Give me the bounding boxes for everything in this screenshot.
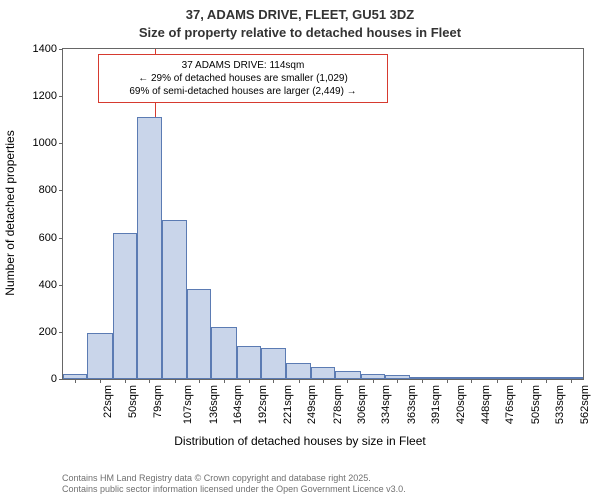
x-tick-mark: [273, 379, 274, 383]
x-tick-mark: [546, 379, 547, 383]
annotation-line-3: 69% of semi-detached houses are larger (…: [107, 85, 379, 98]
x-tick-mark: [175, 379, 176, 383]
y-tick-label: 1000: [33, 137, 63, 149]
histogram-bar: [137, 117, 162, 379]
x-tick-label: 136sqm: [208, 385, 220, 424]
footer-line-2: Contains public sector information licen…: [62, 484, 406, 496]
title-line-2: Size of property relative to detached ho…: [0, 24, 600, 42]
histogram-bar: [484, 377, 508, 379]
plot-area: 37 ADAMS DRIVE: 114sqm ← 29% of detached…: [62, 48, 584, 380]
y-tick-label: 800: [39, 184, 63, 196]
annotation-line-1: 37 ADAMS DRIVE: 114sqm: [107, 59, 379, 72]
y-tick-label: 1400: [33, 43, 63, 55]
x-tick-mark: [323, 379, 324, 383]
histogram-bar: [162, 220, 186, 379]
x-tick-mark: [100, 379, 101, 383]
histogram-bar: [459, 377, 484, 379]
x-tick-mark: [299, 379, 300, 383]
annotation-box: 37 ADAMS DRIVE: 114sqm ← 29% of detached…: [98, 54, 388, 103]
x-tick-label: 278sqm: [332, 385, 344, 424]
histogram-bar: [534, 377, 558, 379]
x-tick-label: 50sqm: [127, 385, 139, 418]
histogram-bar: [237, 346, 261, 379]
title-line-1: 37, ADAMS DRIVE, FLEET, GU51 3DZ: [0, 6, 600, 24]
y-tick-label: 1200: [33, 90, 63, 102]
x-tick-mark: [521, 379, 522, 383]
x-tick-label: 363sqm: [406, 385, 418, 424]
x-tick-label: 476sqm: [504, 385, 516, 424]
histogram-bar: [87, 333, 112, 379]
histogram-bar: [113, 233, 137, 379]
x-tick-label: 192sqm: [257, 385, 269, 424]
histogram-bar: [410, 377, 434, 379]
histogram-bar: [311, 367, 335, 379]
histogram-bar: [187, 289, 211, 379]
histogram-bar: [435, 377, 459, 379]
x-tick-mark: [497, 379, 498, 383]
x-tick-mark: [149, 379, 150, 383]
x-tick-mark: [373, 379, 374, 383]
x-tick-mark: [397, 379, 398, 383]
x-tick-mark: [199, 379, 200, 383]
x-tick-mark: [125, 379, 126, 383]
y-tick-label: 200: [39, 326, 63, 338]
x-tick-label: 533sqm: [554, 385, 566, 424]
histogram-bar: [261, 348, 286, 379]
histogram-bar: [63, 374, 87, 379]
y-tick-label: 600: [39, 232, 63, 244]
x-tick-mark: [571, 379, 572, 383]
x-tick-mark: [422, 379, 423, 383]
y-axis-label: Number of detached properties: [3, 130, 17, 295]
x-axis-label: Distribution of detached houses by size …: [0, 434, 600, 448]
x-tick-label: 249sqm: [306, 385, 318, 424]
annotation-line-2: ← 29% of detached houses are smaller (1,…: [107, 72, 379, 85]
chart-title: 37, ADAMS DRIVE, FLEET, GU51 3DZ Size of…: [0, 0, 600, 41]
y-tick-label: 400: [39, 279, 63, 291]
histogram-bar: [286, 363, 310, 380]
histogram-bar: [361, 374, 385, 379]
x-tick-mark: [471, 379, 472, 383]
y-tick-label: 0: [51, 373, 63, 385]
x-tick-label: 562sqm: [579, 385, 591, 424]
x-tick-label: 420sqm: [456, 385, 468, 424]
histogram-bar: [559, 377, 583, 379]
x-tick-label: 391sqm: [430, 385, 442, 424]
chart-container: 37, ADAMS DRIVE, FLEET, GU51 3DZ Size of…: [0, 0, 600, 500]
x-tick-label: 164sqm: [232, 385, 244, 424]
footer-attribution: Contains HM Land Registry data © Crown c…: [62, 473, 406, 496]
x-tick-mark: [447, 379, 448, 383]
x-tick-label: 221sqm: [282, 385, 294, 424]
x-tick-label: 334sqm: [381, 385, 393, 424]
x-tick-mark: [224, 379, 225, 383]
x-tick-label: 79sqm: [152, 385, 164, 418]
x-tick-mark: [347, 379, 348, 383]
x-tick-label: 448sqm: [480, 385, 492, 424]
x-tick-label: 505sqm: [530, 385, 542, 424]
histogram-bar: [385, 375, 410, 379]
x-tick-mark: [249, 379, 250, 383]
x-tick-label: 22sqm: [102, 385, 114, 418]
footer-line-1: Contains HM Land Registry data © Crown c…: [62, 473, 406, 485]
x-tick-mark: [75, 379, 76, 383]
histogram-bar: [211, 327, 236, 379]
histogram-bar: [335, 371, 360, 379]
histogram-bar: [509, 377, 534, 379]
x-tick-label: 306sqm: [356, 385, 368, 424]
x-tick-label: 107sqm: [183, 385, 195, 424]
